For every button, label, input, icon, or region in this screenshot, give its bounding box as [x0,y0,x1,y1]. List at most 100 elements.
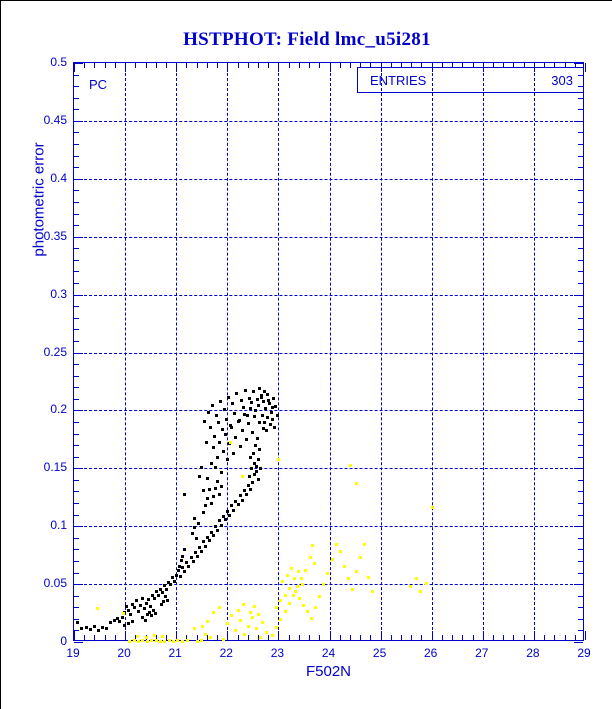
minor-tick [472,635,474,640]
data-point [259,395,263,399]
data-point [297,596,301,600]
data-point [204,440,208,444]
data-point [250,615,254,619]
data-point [371,590,375,594]
data-point [196,521,200,525]
minor-tick [349,635,351,640]
data-point [266,393,270,397]
minor-tick [578,514,583,516]
minor-tick [578,213,583,215]
data-point [334,542,338,546]
minor-tick [452,635,454,640]
data-point [250,481,254,485]
minor-tick [472,63,474,68]
data-point [295,585,299,589]
major-tick [74,631,75,640]
minor-tick [74,97,79,99]
minor-tick [370,63,372,68]
data-point [186,638,190,642]
minor-tick [578,283,583,285]
minor-tick [74,398,79,400]
minor-tick [578,375,583,377]
data-point [208,425,212,429]
data-point [246,422,250,426]
y-tick-label: 0.45 [43,112,67,127]
major-tick [176,63,178,72]
minor-tick [74,491,79,493]
minor-tick [257,63,259,68]
y-axis-title: photometric error [30,142,48,257]
data-point [270,410,274,414]
minor-tick [268,63,270,68]
data-point [255,397,259,401]
minor-tick [578,132,583,134]
data-point [257,420,261,424]
data-point [163,639,167,643]
data-point [153,596,157,600]
data-point [143,618,147,622]
data-point [309,556,313,560]
major-tick [482,631,484,640]
major-tick [574,63,583,64]
data-point [141,638,145,642]
data-point [249,467,253,471]
data-point [207,488,211,492]
entries-legend-box: ENTRIES 303 [357,67,584,93]
minor-tick [94,635,96,640]
data-point [346,577,350,581]
data-point [252,473,256,477]
gridline-vertical [227,63,229,640]
gridline-horizontal [74,120,583,122]
minor-tick [74,421,79,423]
major-tick [574,236,583,238]
gridline-horizontal [74,352,583,354]
major-tick [74,584,83,586]
x-tick-label: 27 [475,646,489,660]
minor-tick [578,364,583,366]
data-point [140,596,144,600]
minor-tick [578,329,583,331]
data-point [80,627,84,631]
data-point [203,419,207,423]
data-point [271,634,275,638]
data-point [256,613,260,617]
data-point [235,392,239,396]
minor-tick [74,109,79,111]
data-point [141,615,145,619]
data-point [254,464,258,468]
major-tick [574,526,583,528]
major-tick [74,120,83,122]
minor-tick [578,167,583,169]
data-point [201,511,205,515]
data-point [167,638,171,642]
major-tick [74,63,83,64]
minor-tick [74,375,79,377]
data-point [210,403,214,407]
data-point [245,414,249,418]
minor-tick [523,635,525,640]
data-point [318,594,322,598]
data-point [268,402,272,406]
minor-tick [349,63,351,68]
major-tick [585,631,586,640]
data-point [273,425,277,429]
data-point [171,576,175,580]
minor-tick [452,63,454,68]
major-tick [574,120,583,122]
gridline-vertical [533,63,535,640]
x-axis-title: F502N [305,663,352,680]
data-point [272,396,276,400]
data-point [293,590,297,594]
data-point [275,625,279,629]
data-point [97,629,101,633]
minor-tick [370,635,372,640]
data-point [172,639,176,643]
x-tick-label: 26 [424,646,438,660]
data-point [203,544,207,548]
minor-tick [578,503,583,505]
minor-tick [74,248,79,250]
minor-tick [462,63,464,68]
data-point [193,517,197,521]
y-tick-label: 0.4 [50,170,67,185]
data-point [205,476,209,480]
